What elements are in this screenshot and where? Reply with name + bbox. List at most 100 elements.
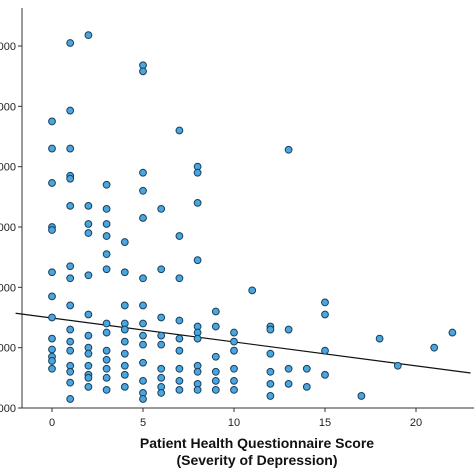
data-point (120, 268, 129, 277)
data-point (120, 301, 129, 310)
data-point (266, 379, 275, 388)
data-point (175, 334, 184, 343)
data-point (84, 220, 93, 228)
data-point (66, 262, 75, 271)
trend-line (15, 312, 471, 374)
data-point (84, 31, 93, 40)
data-point (84, 331, 93, 340)
data-point (102, 373, 111, 382)
data-point (139, 340, 147, 349)
x-tick-label: 20 (410, 417, 422, 429)
data-point (321, 346, 329, 355)
data-point (230, 386, 238, 394)
data-point (66, 201, 75, 210)
data-point (157, 389, 166, 397)
y-tick-label: ,000 (0, 403, 16, 415)
data-point (84, 201, 93, 210)
data-point (266, 367, 275, 376)
data-point (48, 268, 56, 277)
data-point (84, 361, 93, 370)
x-tick-label: 10 (228, 417, 240, 429)
data-point (66, 39, 75, 47)
data-point (66, 346, 75, 355)
data-point (139, 331, 147, 340)
data-point (321, 310, 329, 319)
data-point (102, 355, 111, 364)
x-tick-label: 5 (140, 417, 146, 429)
data-point (48, 144, 56, 153)
data-point (211, 307, 220, 316)
data-point (48, 292, 56, 301)
data-point (321, 370, 329, 379)
data-point (157, 364, 166, 373)
data-point (120, 382, 129, 391)
x-tick-label: 15 (319, 417, 331, 429)
data-point (48, 345, 56, 354)
data-point (120, 238, 129, 246)
data-point (211, 386, 220, 394)
data-point (230, 346, 238, 355)
data-point (230, 337, 238, 346)
data-point (266, 325, 275, 334)
data-point (430, 343, 439, 352)
data-point (66, 325, 75, 334)
data-point (102, 220, 111, 228)
data-point (193, 256, 202, 265)
data-point (48, 364, 56, 373)
data-point (284, 364, 293, 373)
data-point (102, 205, 111, 213)
data-point (120, 337, 129, 346)
data-point (139, 358, 147, 367)
data-point (66, 337, 75, 346)
data-point (66, 301, 75, 310)
data-point (175, 316, 184, 325)
data-point (193, 367, 202, 376)
data-point (321, 298, 329, 307)
data-point (48, 334, 56, 343)
data-point (102, 250, 111, 259)
data-point (248, 286, 257, 295)
y-tick-label: ,000 (0, 41, 16, 53)
data-point (230, 364, 238, 373)
data-point (48, 313, 56, 322)
data-point (102, 346, 111, 355)
data-point (84, 373, 93, 382)
data-point (48, 357, 56, 365)
data-point (102, 386, 111, 394)
data-point (193, 386, 202, 394)
data-point (66, 274, 75, 283)
data-point (102, 319, 111, 328)
data-point (211, 352, 220, 361)
x-tick-label: 0 (49, 417, 55, 429)
y-tick-label: ,000 (0, 162, 16, 174)
plot-marks: ,000 ,000 ,000 ,000 ,000 ,000 ,000 0 5 10 15 20 (0, 8, 474, 429)
data-point (230, 376, 238, 385)
data-point (302, 364, 311, 373)
data-point (266, 349, 275, 358)
data-point (284, 145, 293, 154)
data-point (139, 301, 147, 310)
data-point (102, 265, 111, 274)
data-point (211, 376, 220, 385)
data-point (120, 349, 129, 358)
data-point (66, 378, 75, 387)
data-point (84, 271, 93, 280)
data-point (175, 232, 184, 240)
data-point (193, 198, 202, 207)
data-point (157, 265, 166, 274)
data-point (66, 144, 75, 153)
data-point (393, 361, 402, 370)
data-point (175, 346, 184, 355)
data-point (66, 106, 75, 115)
data-point (84, 382, 93, 391)
data-point (302, 382, 311, 391)
data-point (284, 379, 293, 388)
data-point (66, 395, 75, 403)
data-point (157, 340, 166, 349)
data-point (102, 328, 111, 337)
data-point (120, 361, 129, 370)
data-point (157, 373, 166, 382)
data-point (266, 392, 275, 400)
x-axis-title-line-2: (Severity of Depression) (176, 452, 337, 468)
data-point (139, 274, 147, 283)
